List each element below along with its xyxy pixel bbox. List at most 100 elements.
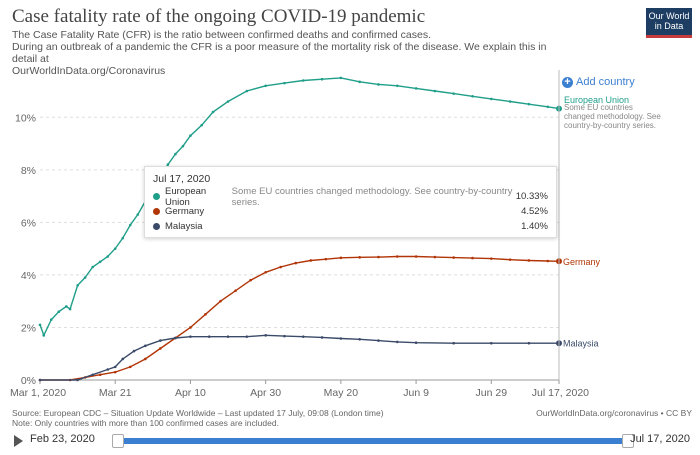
data-point	[471, 94, 474, 98]
x-tick-label: May 20	[324, 387, 359, 399]
eu-color-dot-icon	[153, 193, 160, 200]
x-tick-label: Apr 30	[250, 387, 281, 399]
data-point	[433, 89, 437, 93]
timeline-start-handle[interactable]	[112, 434, 124, 448]
data-point	[174, 152, 177, 156]
data-point	[189, 326, 192, 329]
data-point	[68, 307, 72, 311]
data-point	[113, 247, 117, 250]
data-point	[339, 337, 343, 340]
data-point	[527, 259, 531, 262]
data-point	[211, 110, 215, 114]
data-point	[76, 378, 79, 382]
data-point	[395, 340, 399, 344]
source-note[interactable]: Source: European CDC – Situation Update …	[12, 408, 384, 418]
data-point	[91, 265, 94, 269]
data-point	[358, 337, 361, 341]
data-point	[452, 341, 455, 345]
data-point	[433, 255, 437, 259]
subtitle-line-2: During an outbreak of a pandemic the CFR…	[12, 41, 547, 65]
data-point	[395, 84, 399, 88]
data-point	[207, 335, 211, 338]
data-point	[490, 97, 493, 101]
owid-logo[interactable]: Our World in Data	[646, 8, 692, 38]
data-point	[106, 368, 109, 371]
hover-tooltip: Jul 17, 2020 European Union Some EU coun…	[144, 166, 557, 238]
tooltip-row-malaysia: Malaysia 1.40%	[153, 219, 548, 234]
data-point	[490, 257, 493, 260]
data-point	[279, 265, 282, 269]
data-point	[249, 278, 252, 282]
data-point	[527, 102, 531, 106]
data-point	[57, 310, 61, 313]
timeline-track[interactable]	[112, 434, 634, 448]
tooltip-date: Jul 17, 2020	[153, 173, 211, 185]
data-point	[166, 163, 170, 166]
timeline-selected-range	[118, 438, 628, 444]
x-tick-label: Mar 1, 2020	[10, 387, 66, 399]
eu-series-note: Some EU countries changed methodology. S…	[564, 103, 661, 130]
data-point	[76, 284, 79, 287]
data-point	[144, 344, 147, 348]
tooltip-row-name: Germany	[165, 206, 205, 217]
data-point	[339, 76, 343, 80]
data-point	[83, 276, 87, 279]
chart-title: Case fatality rate of the ongoing COVID-…	[12, 6, 426, 27]
data-point	[395, 255, 399, 258]
data-point	[320, 77, 324, 81]
data-point	[294, 261, 298, 265]
chart-subtitle: The Case Fatality Rate (CFR) is the rati…	[12, 29, 572, 77]
data-point	[136, 213, 140, 216]
data-point	[200, 123, 204, 127]
data-point	[159, 347, 162, 350]
data-point	[320, 336, 324, 339]
plus-icon: +	[562, 76, 573, 88]
inclusion-note: Note: Only countries with more than 100 …	[12, 418, 279, 428]
data-point	[159, 339, 162, 342]
timeline-control: Feb 23, 2020 Jul 17, 2020	[0, 429, 700, 453]
timeline-end-handle[interactable]	[622, 434, 634, 448]
data-point	[414, 87, 418, 90]
data-point	[301, 335, 305, 338]
data-point	[204, 313, 207, 316]
timeline-start-date: Feb 23, 2020	[30, 433, 95, 445]
data-point	[358, 80, 361, 84]
data-point	[264, 334, 267, 337]
germany-color-dot-icon	[153, 208, 160, 215]
data-point	[508, 258, 512, 261]
data-point	[113, 370, 117, 374]
series-end-label: Germany	[563, 257, 601, 267]
data-point	[309, 259, 313, 262]
data-point	[174, 336, 177, 340]
data-point	[471, 256, 474, 260]
data-point	[527, 341, 531, 345]
eu-series-label[interactable]: European Union	[564, 95, 630, 105]
tooltip-row-name: Malaysia	[165, 221, 203, 232]
logo-line-1: Our World	[648, 11, 690, 21]
subtitle-line-3[interactable]: OurWorldInData.org/Coronavirus	[12, 65, 166, 77]
data-point	[546, 105, 550, 109]
license-link[interactable]: OurWorldInData.org/coronavirus • CC BY	[536, 408, 692, 418]
data-point	[98, 260, 102, 264]
series-end-label: Malaysia	[563, 339, 599, 349]
data-point	[189, 335, 192, 338]
data-point	[132, 349, 136, 353]
data-point	[414, 341, 418, 344]
tooltip-row-note: Some EU countries changed methodology. S…	[231, 185, 513, 208]
y-tick-label: 10%	[15, 112, 36, 124]
data-point	[38, 378, 42, 382]
y-tick-label: 8%	[21, 165, 36, 177]
data-point	[42, 334, 46, 337]
data-point	[324, 257, 328, 261]
data-point	[301, 79, 305, 82]
play-icon[interactable]	[14, 435, 23, 447]
add-country-button[interactable]: + Add country	[562, 76, 635, 88]
logo-line-2: in Data	[654, 21, 684, 31]
tooltip-row-eu: European Union Some EU countries changed…	[153, 186, 548, 208]
data-point	[144, 357, 147, 361]
data-point	[377, 339, 380, 342]
data-point	[121, 236, 125, 240]
x-tick-label: Mar 21	[99, 387, 132, 399]
data-point	[264, 84, 267, 88]
data-point	[128, 223, 132, 227]
